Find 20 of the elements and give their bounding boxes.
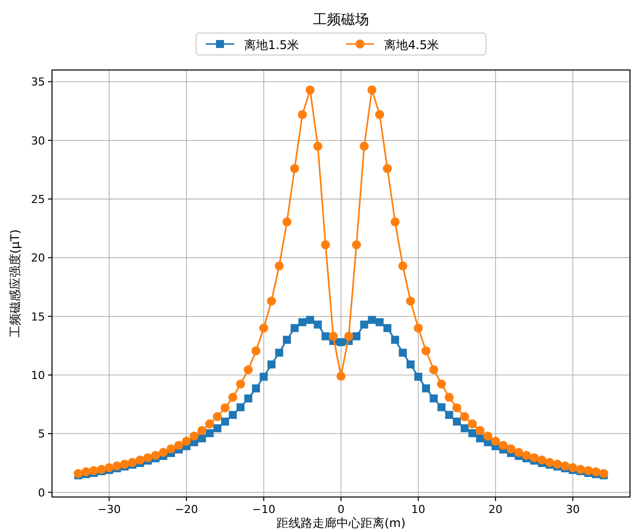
- y-tick-label: 30: [31, 134, 45, 148]
- legend-label: 离地1.5米: [244, 38, 300, 52]
- y-tick-label: 10: [31, 369, 45, 382]
- x-tick-label: 30: [566, 503, 580, 516]
- y-axis-title: 工频磁感应强度(μT): [8, 229, 22, 338]
- x-axis-title: 距线路走廊中心距离(m): [276, 516, 406, 530]
- legend-label: 离地4.5米: [384, 38, 440, 52]
- y-tick-label: 35: [31, 76, 45, 89]
- y-tick-label: 5: [38, 428, 45, 441]
- chart-title: 工频磁场: [313, 12, 369, 28]
- x-tick-label: 10: [411, 503, 426, 516]
- y-tick-label: 0: [38, 486, 45, 500]
- x-tick-label: 0: [338, 503, 344, 516]
- y-tick-label: 15: [31, 310, 45, 324]
- y-tick-label: 25: [31, 193, 45, 206]
- x-tick-label: −30: [98, 503, 121, 516]
- x-tick-label: −10: [252, 503, 276, 516]
- x-tick-label: 20: [488, 503, 503, 516]
- x-tick-label: −20: [174, 503, 198, 516]
- y-tick-label: 20: [31, 252, 45, 265]
